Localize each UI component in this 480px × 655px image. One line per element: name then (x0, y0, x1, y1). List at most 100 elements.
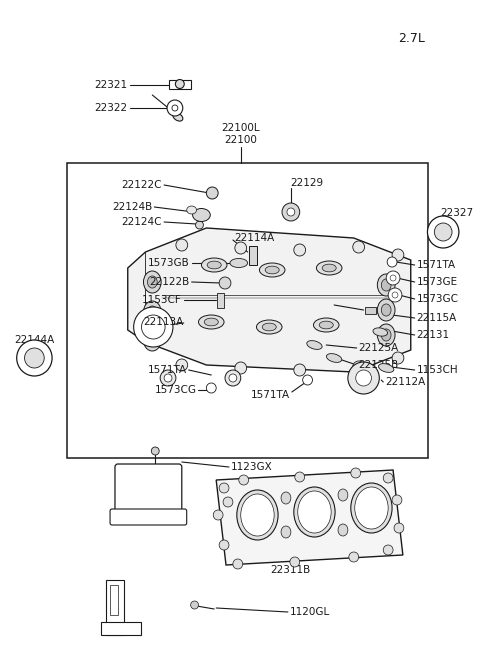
Ellipse shape (326, 354, 342, 362)
Circle shape (388, 288, 402, 302)
Text: 22114A: 22114A (234, 233, 274, 243)
Circle shape (176, 359, 188, 371)
Ellipse shape (281, 492, 291, 504)
Circle shape (349, 552, 359, 562)
Text: 2.7L: 2.7L (398, 31, 425, 45)
Ellipse shape (338, 489, 348, 501)
Text: 22144A: 22144A (14, 335, 55, 345)
Circle shape (235, 362, 247, 374)
Ellipse shape (144, 329, 161, 351)
Circle shape (133, 307, 173, 347)
Text: 22125A: 22125A (359, 343, 399, 353)
Circle shape (294, 364, 306, 376)
Text: 22321: 22321 (95, 80, 128, 90)
Bar (106, 580, 124, 635)
Bar (67, 163, 429, 458)
Text: 22122B: 22122B (149, 277, 190, 287)
Ellipse shape (256, 320, 282, 334)
Bar (101, 622, 141, 635)
Ellipse shape (377, 299, 395, 321)
Ellipse shape (207, 261, 221, 269)
Ellipse shape (147, 334, 157, 346)
Bar (217, 293, 224, 308)
Text: 22122C: 22122C (121, 180, 162, 190)
Circle shape (239, 475, 249, 485)
Text: 1573GE: 1573GE (417, 277, 458, 287)
Text: 1573CG: 1573CG (155, 385, 196, 395)
Circle shape (195, 221, 204, 229)
Circle shape (282, 203, 300, 221)
Ellipse shape (377, 324, 395, 346)
Circle shape (356, 370, 372, 386)
Ellipse shape (199, 315, 224, 329)
Ellipse shape (351, 483, 392, 533)
Ellipse shape (313, 318, 339, 332)
Circle shape (394, 523, 404, 533)
Ellipse shape (379, 364, 394, 373)
Bar (110, 585, 118, 615)
FancyBboxPatch shape (115, 464, 182, 518)
Circle shape (294, 244, 306, 256)
Circle shape (213, 510, 223, 520)
Circle shape (17, 340, 52, 376)
Polygon shape (216, 470, 403, 565)
Text: 1153CF: 1153CF (142, 295, 182, 305)
Ellipse shape (381, 279, 391, 291)
Text: 1571TA: 1571TA (251, 390, 290, 400)
Ellipse shape (144, 271, 161, 293)
Ellipse shape (204, 318, 218, 326)
Text: 22112A: 22112A (385, 377, 425, 387)
Circle shape (386, 271, 400, 285)
Text: 22115A: 22115A (417, 313, 457, 323)
Ellipse shape (281, 526, 291, 538)
Circle shape (206, 187, 218, 199)
Circle shape (287, 208, 295, 216)
Text: 22113A: 22113A (144, 317, 184, 327)
Ellipse shape (338, 524, 348, 536)
Circle shape (142, 315, 165, 339)
Ellipse shape (316, 261, 342, 275)
Text: 1120GL: 1120GL (290, 607, 330, 617)
Text: 1571TA: 1571TA (147, 365, 187, 375)
FancyBboxPatch shape (110, 509, 187, 525)
Ellipse shape (192, 208, 210, 221)
Ellipse shape (355, 487, 388, 529)
Ellipse shape (381, 329, 391, 341)
Circle shape (219, 540, 229, 550)
Circle shape (392, 249, 404, 261)
Circle shape (387, 257, 397, 267)
Circle shape (434, 223, 452, 241)
Circle shape (353, 241, 365, 253)
Circle shape (383, 473, 393, 483)
Text: 1571TA: 1571TA (417, 260, 456, 270)
Circle shape (223, 497, 233, 507)
Ellipse shape (373, 328, 387, 336)
Circle shape (390, 275, 396, 281)
Circle shape (233, 559, 243, 569)
Circle shape (167, 100, 183, 116)
Circle shape (176, 239, 188, 251)
Text: 1573GB: 1573GB (148, 258, 190, 268)
Text: 1153CH: 1153CH (417, 365, 458, 375)
Text: 22124C: 22124C (121, 217, 162, 227)
Circle shape (290, 557, 300, 567)
Bar (365, 307, 376, 314)
Ellipse shape (241, 494, 274, 536)
Ellipse shape (259, 263, 285, 277)
Ellipse shape (307, 341, 322, 349)
Circle shape (295, 472, 305, 482)
Text: 1573GC: 1573GC (417, 294, 459, 304)
Circle shape (164, 374, 172, 382)
Circle shape (428, 216, 459, 248)
Ellipse shape (262, 323, 276, 331)
Ellipse shape (319, 321, 333, 329)
Text: 22322: 22322 (95, 103, 128, 113)
Circle shape (160, 370, 176, 386)
Circle shape (151, 447, 159, 455)
Circle shape (392, 495, 402, 505)
Ellipse shape (175, 79, 184, 88)
Ellipse shape (187, 206, 196, 214)
Bar (169, 80, 191, 89)
Circle shape (351, 468, 360, 478)
Circle shape (235, 242, 247, 254)
